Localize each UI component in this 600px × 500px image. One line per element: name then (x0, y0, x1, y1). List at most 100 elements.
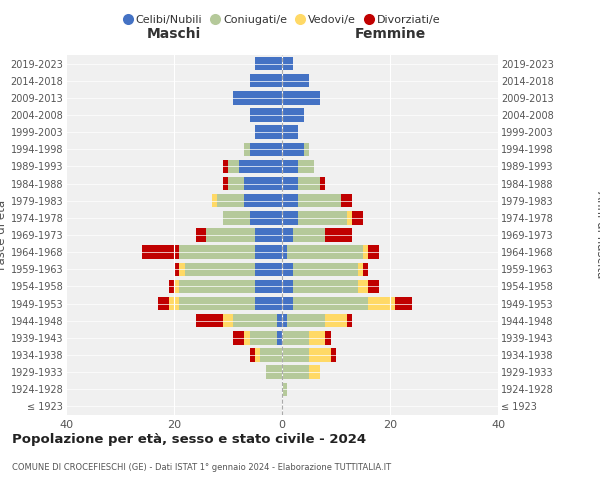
Bar (282, 297, 293, 310)
Bar (395, 297, 412, 310)
Bar (255, 228, 282, 241)
Bar (363, 246, 368, 259)
Y-axis label: Anni di nascita: Anni di nascita (594, 192, 600, 278)
Bar (287, 246, 363, 259)
Bar (142, 246, 179, 259)
Bar (282, 228, 293, 241)
Bar (282, 280, 293, 293)
Bar (239, 160, 282, 173)
Bar (244, 194, 282, 207)
Bar (255, 57, 282, 70)
Bar (347, 211, 352, 224)
Bar (352, 211, 363, 224)
Bar (196, 314, 223, 328)
Bar (282, 74, 309, 88)
Bar (250, 108, 282, 122)
Bar (358, 280, 368, 293)
Bar (217, 194, 244, 207)
Bar (228, 160, 239, 173)
Bar (255, 246, 282, 259)
Bar (282, 246, 287, 259)
Bar (212, 194, 217, 207)
Bar (282, 57, 293, 70)
Bar (282, 382, 287, 396)
Bar (309, 366, 320, 379)
Bar (358, 262, 363, 276)
Bar (266, 366, 282, 379)
Bar (158, 297, 169, 310)
Bar (298, 211, 347, 224)
Bar (293, 228, 325, 241)
Bar (260, 348, 282, 362)
Bar (250, 211, 282, 224)
Bar (309, 348, 331, 362)
Bar (223, 177, 228, 190)
Bar (169, 280, 174, 293)
Bar (282, 177, 298, 190)
Bar (255, 297, 282, 310)
Bar (282, 126, 298, 139)
Bar (169, 297, 179, 310)
Bar (282, 348, 309, 362)
Bar (174, 262, 179, 276)
Bar (228, 177, 244, 190)
Bar (223, 160, 228, 173)
Bar (293, 262, 358, 276)
Bar (255, 280, 282, 293)
Bar (179, 280, 255, 293)
Text: Popolazione per età, sesso e stato civile - 2024: Popolazione per età, sesso e stato civil… (12, 432, 366, 446)
Bar (233, 331, 244, 344)
Bar (233, 314, 277, 328)
Bar (298, 177, 320, 190)
Bar (282, 160, 298, 173)
Bar (244, 142, 250, 156)
Bar (331, 348, 336, 362)
Bar (179, 297, 255, 310)
Bar (282, 194, 298, 207)
Bar (277, 331, 282, 344)
Bar (282, 331, 309, 344)
Text: Maschi: Maschi (147, 28, 201, 42)
Bar (179, 246, 255, 259)
Bar (282, 91, 320, 104)
Legend: Celibi/Nubili, Coniugati/e, Vedovi/e, Divorziati/e: Celibi/Nubili, Coniugati/e, Vedovi/e, Di… (119, 10, 445, 30)
Bar (347, 314, 352, 328)
Bar (196, 228, 206, 241)
Bar (255, 262, 282, 276)
Bar (277, 314, 282, 328)
Bar (233, 91, 282, 104)
Bar (179, 262, 185, 276)
Y-axis label: Fasce di età: Fasce di età (0, 200, 8, 270)
Bar (282, 211, 298, 224)
Bar (250, 74, 282, 88)
Bar (293, 280, 358, 293)
Bar (363, 262, 368, 276)
Text: Femmine: Femmine (355, 28, 425, 42)
Bar (341, 194, 352, 207)
Bar (185, 262, 255, 276)
Bar (293, 297, 368, 310)
Bar (325, 228, 352, 241)
Bar (287, 314, 325, 328)
Bar (255, 126, 282, 139)
Bar (244, 177, 282, 190)
Bar (282, 262, 293, 276)
Bar (223, 211, 250, 224)
Bar (368, 246, 379, 259)
Bar (304, 142, 309, 156)
Bar (282, 108, 304, 122)
Bar (250, 331, 277, 344)
Bar (298, 160, 314, 173)
Bar (174, 280, 179, 293)
Bar (368, 297, 395, 310)
Bar (325, 314, 347, 328)
Bar (309, 331, 325, 344)
Bar (244, 331, 250, 344)
Bar (223, 314, 233, 328)
Bar (320, 177, 325, 190)
Bar (206, 228, 255, 241)
Bar (282, 366, 309, 379)
Bar (368, 280, 379, 293)
Bar (282, 314, 287, 328)
Bar (255, 348, 260, 362)
